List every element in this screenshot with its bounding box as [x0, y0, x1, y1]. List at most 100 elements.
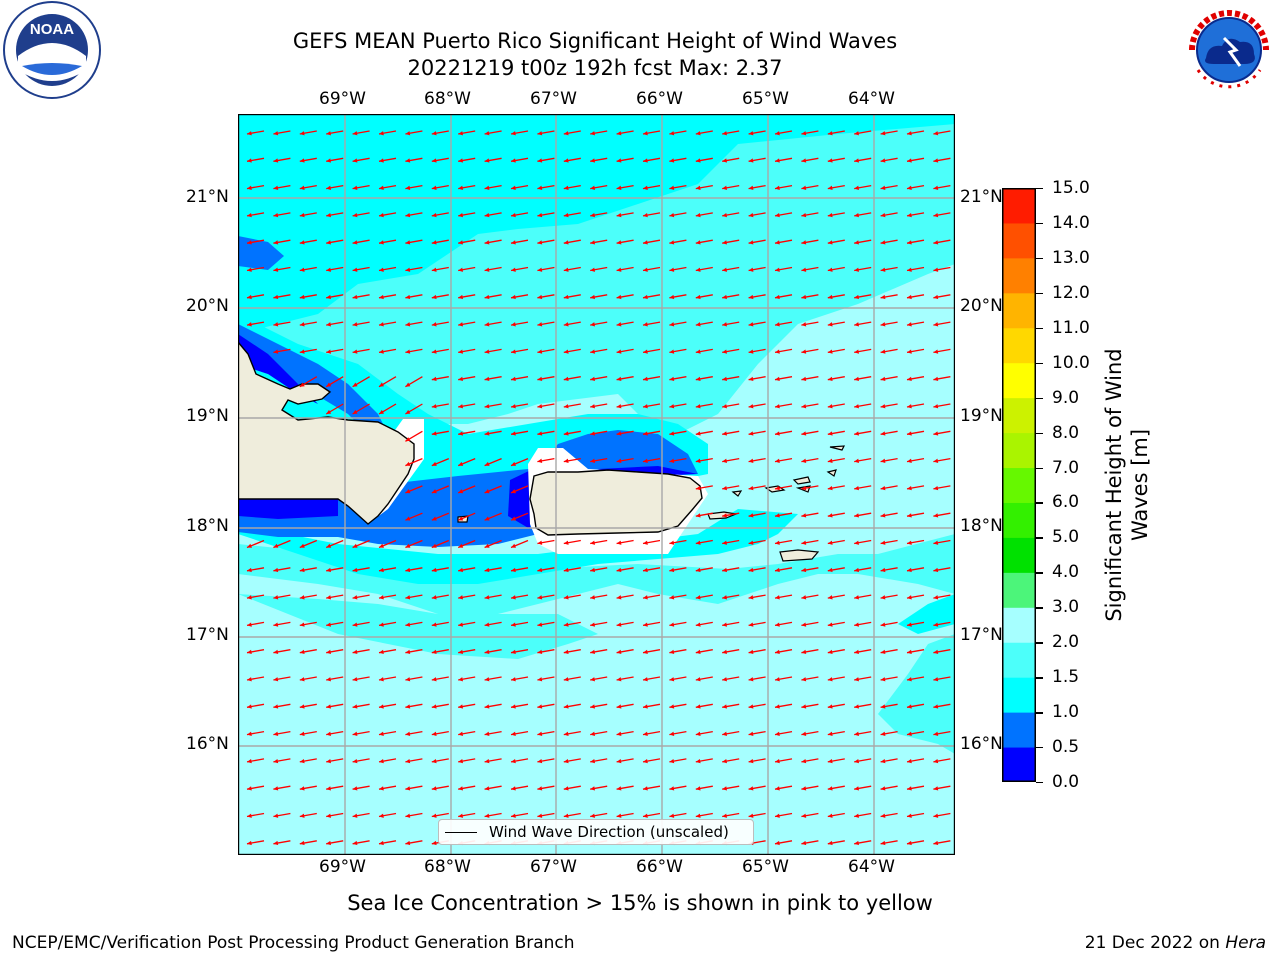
wave-direction-arrow: [458, 130, 476, 136]
wave-direction-arrow: [933, 730, 951, 736]
wave-direction-arrow: [458, 348, 476, 354]
virgin-islands: [731, 445, 846, 497]
wave-direction-arrow: [484, 758, 502, 764]
wave-direction-arrow: [458, 676, 476, 682]
wave-direction-arrow: [273, 266, 291, 272]
wave-direction-arrow: [854, 730, 872, 736]
wave-direction-arrow: [933, 403, 951, 409]
wave-direction-arrow: [431, 785, 449, 791]
colorbar-segment: [1002, 362, 1036, 399]
wave-direction-arrow: [748, 403, 766, 409]
wave-direction-arrow: [537, 621, 555, 627]
wave-direction-arrow: [484, 430, 502, 436]
wave-direction-arrow: [669, 676, 687, 682]
wave-direction-arrow: [563, 649, 581, 655]
wave-direction-arrow: [590, 676, 608, 682]
wave-direction-arrow: [774, 403, 793, 409]
wave-direction-arrow: [563, 157, 581, 163]
wave-direction-arrow: [326, 730, 344, 736]
wave-direction-arrow: [537, 676, 555, 682]
lon-label-top: 65°W: [742, 89, 789, 109]
wave-direction-arrow: [827, 703, 845, 709]
wave-direction-arrow: [484, 376, 502, 382]
wave-direction-arrow: [563, 812, 581, 818]
wave-direction-arrow: [906, 621, 925, 627]
wave-direction-arrow: [695, 184, 713, 190]
wave-direction-arrow: [801, 212, 819, 218]
wave-direction-arrow: [722, 430, 740, 436]
wave-direction-arrow: [378, 703, 397, 709]
wave-direction-arrow: [669, 430, 687, 436]
wave-direction-arrow: [590, 157, 608, 163]
wave-direction-arrow: [537, 812, 555, 818]
colorbar-label-line1: Significant Height of Wind: [1102, 348, 1126, 622]
wave-direction-arrow: [537, 266, 555, 272]
colorbar-tick: [1036, 397, 1043, 400]
wave-direction-arrow: [695, 539, 713, 545]
wave-direction-arrow: [933, 266, 951, 272]
colorbar-segment: [1002, 257, 1036, 294]
wave-direction-arrow: [880, 812, 898, 818]
wave-direction-arrow: [246, 266, 265, 272]
wave-direction-arrow: [273, 730, 291, 736]
wave-direction-arrow: [933, 567, 951, 573]
wave-direction-arrow: [880, 485, 898, 491]
wave-direction-arrow: [378, 758, 397, 764]
wave-direction-arrow: [484, 649, 502, 655]
wave-direction-arrow: [378, 403, 397, 415]
wave-direction-arrow: [484, 785, 502, 791]
wave-direction-arrow: [405, 621, 423, 627]
lon-label-top: 66°W: [636, 89, 683, 109]
wave-direction-arrow: [484, 157, 502, 163]
wave-direction-arrow: [801, 539, 819, 545]
wave-direction-arrow: [431, 485, 450, 494]
wave-direction-arrow: [827, 403, 845, 409]
wave-direction-arrow: [590, 457, 608, 463]
wave-direction-arrow: [801, 485, 819, 491]
wave-direction-arrow: [563, 266, 581, 272]
wave-band-0.0-0.5: [238, 499, 338, 519]
wave-direction-arrow: [326, 184, 344, 190]
wave-direction-arrow: [722, 676, 740, 682]
wave-direction-arrow: [431, 321, 449, 327]
wave-direction-arrow: [378, 239, 397, 245]
wave-direction-arrow: [590, 376, 608, 382]
wave-direction-arrow: [722, 239, 740, 245]
wave-direction-arrow: [722, 730, 740, 736]
wave-direction-arrow: [774, 512, 793, 518]
wave-direction-arrow: [352, 321, 370, 327]
wave-direction-arrow: [431, 239, 449, 245]
wave-direction-arrow: [669, 785, 687, 791]
wave-direction-arrow: [510, 321, 529, 327]
wave-direction-arrow: [854, 539, 872, 545]
wave-direction-arrow: [854, 157, 872, 163]
wave-direction-arrow: [457, 485, 476, 494]
wave-direction-arrow: [326, 812, 344, 818]
colorbar-tick-label: 12.0: [1052, 282, 1090, 303]
wave-direction-arrow: [563, 184, 581, 190]
wave-direction-arrow: [722, 457, 740, 463]
wave-direction-arrow: [854, 621, 872, 627]
noaa-logo: NOAA: [3, 1, 101, 99]
wave-direction-arrow: [695, 621, 713, 627]
wave-direction-arrow: [827, 321, 845, 327]
wave-direction-arrow: [537, 130, 555, 136]
wave-direction-arrow: [695, 512, 713, 518]
wave-direction-arrow: [801, 676, 819, 682]
wave-direction-arrow: [801, 130, 819, 136]
wave-direction-arrow: [827, 539, 845, 545]
wave-direction-arrow: [405, 239, 423, 245]
wave-direction-arrow: [484, 403, 502, 409]
wave-direction-arrow: [906, 348, 925, 354]
wave-direction-arrow: [906, 376, 925, 382]
wave-direction-arrow: [801, 376, 819, 382]
wave-direction-arrow: [378, 812, 397, 818]
wave-direction-arrow: [695, 157, 713, 163]
wave-direction-arrow: [563, 594, 581, 600]
wave-direction-arrow: [854, 457, 872, 463]
wave-direction-arrow: [299, 649, 317, 655]
wave-direction-arrow: [484, 266, 502, 272]
wave-direction-arrow: [246, 621, 265, 627]
wave-direction-arrow: [695, 567, 713, 573]
wave-direction-arrow: [405, 184, 423, 190]
